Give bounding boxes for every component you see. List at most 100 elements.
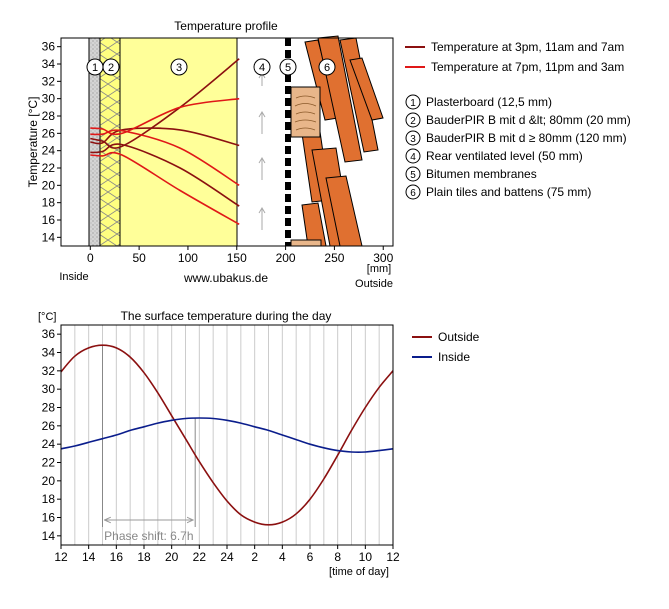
layer-marker-3: 3 — [170, 58, 188, 76]
profile-line-series-1-1 — [90, 58, 240, 149]
profile-y-tick-label: 16 — [42, 213, 56, 227]
surface-x-tick-label: 18 — [137, 550, 151, 564]
surface-y-tick-label: 16 — [42, 511, 56, 525]
surface-y-tick-label: 30 — [42, 382, 56, 396]
phase-shift-annotation: Phase shift: 6.7h — [102, 345, 196, 543]
profile-x-tick-label: 250 — [324, 251, 344, 265]
profile-title: Temperature profile — [174, 19, 278, 33]
profile-y-tick-label: 18 — [42, 196, 56, 210]
profile-y-tick-label: 32 — [42, 74, 56, 88]
ventilation-arrows — [258, 72, 266, 230]
surface-y-tick-label: 32 — [42, 364, 56, 378]
surface-line-inside — [60, 417, 394, 453]
profile-x-tick-label: 50 — [132, 251, 146, 265]
surface-x-axis-label: [time of day] — [329, 566, 389, 578]
profile-curves — [90, 58, 240, 225]
profile-line-series-2-1 — [90, 97, 240, 136]
surface-x-tick-label: 10 — [359, 550, 373, 564]
surface-y-tick-label: 22 — [42, 456, 56, 470]
profile-y-tick-label: 26 — [42, 126, 56, 140]
profile-y-tick-label: 14 — [42, 230, 56, 244]
surface-grid — [74, 325, 380, 545]
surface-legend: Outside Inside — [412, 330, 480, 364]
surface-y-tick-label: 14 — [42, 529, 56, 543]
profile-y-tick-label: 22 — [42, 161, 56, 175]
surface-x-tick-label: 22 — [193, 550, 207, 564]
layer-legend-label: BauderPIR B mit d ≥ 80mm (120 mm) — [426, 131, 627, 145]
layer-legend-item-3: 3 BauderPIR B mit d ≥ 80mm (120 mm) — [405, 130, 627, 146]
profile-y-tick-label: 28 — [42, 109, 56, 123]
profile-y-tick-label: 36 — [42, 40, 56, 54]
layer-legend-number: 3 — [410, 134, 416, 145]
layer-legend: 1 Plasterboard (12,5 mm) 2 BauderPIR B mit … — [405, 94, 631, 200]
layer-marker-label: 4 — [259, 62, 265, 74]
surface-y-tick-label: 24 — [42, 437, 56, 451]
profile-y-ticks: 14 16 18 20 22 24 26 28 30 32 34 36 — [42, 40, 61, 244]
surface-x-tick-label: 24 — [220, 550, 234, 564]
layer-legend-item-5: 5 Bitumen membranes — [405, 166, 537, 182]
surface-x-tick-label: 6 — [307, 550, 314, 564]
profile-y-tick-label: 24 — [42, 144, 56, 158]
profile-y-tick-label: 20 — [42, 178, 56, 192]
layer-legend-number: 1 — [410, 98, 416, 109]
layer-marker-2: 2 — [102, 58, 120, 76]
layer-marker-label: 2 — [108, 62, 114, 74]
layer-legend-number: 2 — [410, 116, 416, 127]
profile-x-tick-label: 100 — [178, 251, 198, 265]
layer-marker-label: 1 — [92, 62, 98, 74]
layer-marker-label: 6 — [324, 62, 330, 74]
layer-marker-5: 5 — [279, 58, 297, 76]
profile-line-series-2-3 — [90, 151, 240, 225]
profile-x-tick-label: 0 — [87, 251, 94, 265]
profile-line-series-2-2 — [90, 129, 240, 186]
legend-label-series-2: Temperature at 7pm, 11pm and 3am — [431, 60, 624, 74]
surface-x-ticks: 12 14 16 18 20 22 24 2 4 6 8 10 12 — [54, 545, 400, 564]
surface-x-tick-label: 12 — [54, 550, 68, 564]
surface-y-tick-label: 20 — [42, 474, 56, 488]
profile-legend: Temperature at 3pm, 11am and 7am Tempera… — [405, 40, 624, 74]
layer-legend-label: Rear ventilated level (50 mm) — [426, 149, 583, 163]
profile-chart: Temperature profile — [26, 19, 394, 290]
layer-insulation-thin — [100, 38, 120, 246]
surface-y-tick-label: 34 — [42, 346, 56, 360]
profile-x-ticks: 0 50 100 150 200 250 300 — [87, 246, 394, 265]
profile-x-tick-label: 300 — [373, 251, 393, 265]
profile-y-tick-label: 30 — [42, 92, 56, 106]
outside-label: Outside — [355, 278, 393, 290]
surface-x-tick-label: 2 — [251, 550, 258, 564]
surface-chart: The surface temperature during the day [… — [38, 309, 400, 578]
legend-label-outside: Outside — [438, 330, 480, 344]
surface-curves — [60, 344, 394, 526]
layer-marker-label: 3 — [176, 62, 182, 74]
surface-y-ticks: 14 16 18 20 22 24 26 28 30 32 34 36 — [42, 327, 61, 543]
layer-legend-label: Plasterboard (12,5 mm) — [426, 95, 552, 109]
credit-text: www.ubakus.de — [183, 271, 268, 285]
layer-marker-6: 6 — [318, 58, 336, 76]
layer-legend-number: 4 — [410, 152, 416, 163]
layer-legend-number: 6 — [410, 188, 416, 199]
profile-x-tick-label: 150 — [227, 251, 247, 265]
layer-legend-item-2: 2 BauderPIR B mit d &lt; 80mm (20 mm) — [405, 112, 631, 128]
profile-x-axis-label: [mm] — [367, 263, 391, 275]
profile-y-tick-label: 34 — [42, 57, 56, 71]
surface-y-tick-label: 28 — [42, 401, 56, 415]
surface-y-tick-label: 36 — [42, 327, 56, 341]
layer-legend-label: BauderPIR B mit d &lt; 80mm (20 mm) — [426, 113, 631, 127]
roof-tiles — [290, 35, 384, 247]
layer-legend-number: 5 — [410, 170, 416, 181]
layer-legend-label: Bitumen membranes — [426, 167, 537, 181]
inside-label: Inside — [59, 271, 88, 283]
surface-x-tick-label: 8 — [334, 550, 341, 564]
profile-line-series-1-3 — [90, 143, 240, 207]
surface-x-tick-label: 12 — [386, 550, 400, 564]
layer-legend-item-6: 6 Plain tiles and battens (75 mm) — [405, 184, 591, 200]
layer-plasterboard — [89, 38, 100, 246]
legend-label-series-1: Temperature at 3pm, 11am and 7am — [431, 40, 624, 54]
legend-label-inside: Inside — [438, 350, 470, 364]
surface-line-outside — [60, 344, 394, 526]
surface-y-axis-label: [°C] — [38, 311, 56, 323]
surface-x-tick-label: 4 — [279, 550, 286, 564]
surface-x-tick-label: 16 — [110, 550, 124, 564]
layer-legend-item-1: 1 Plasterboard (12,5 mm) — [405, 94, 552, 110]
